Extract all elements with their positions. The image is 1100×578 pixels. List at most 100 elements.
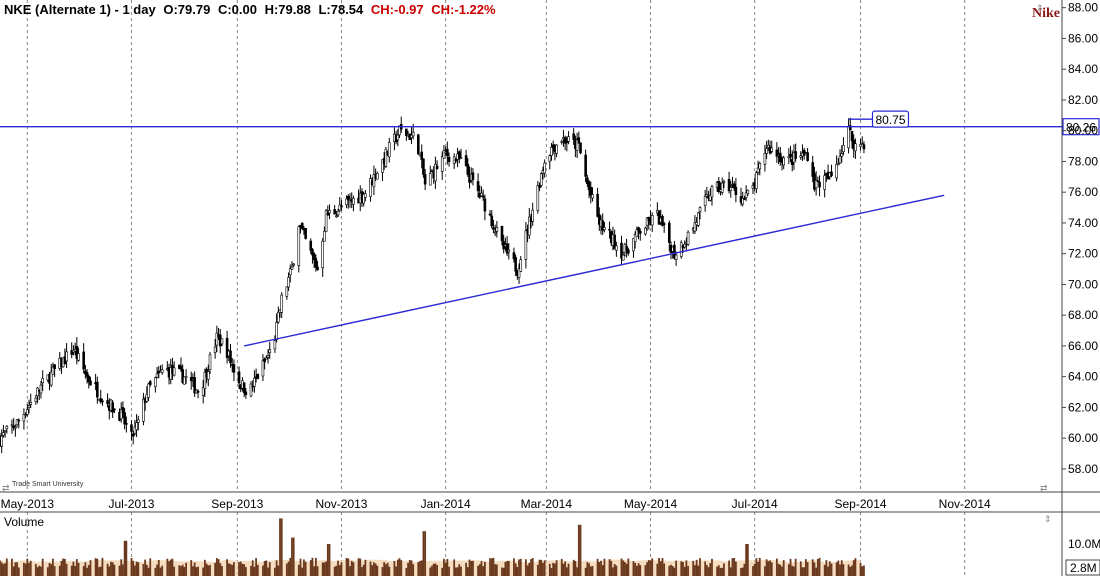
volume-bar [564,561,567,576]
volume-bar [441,567,444,576]
candle-body [273,340,277,350]
volume-bar [514,563,517,576]
candle-body [591,194,594,199]
volume-bar [434,563,437,576]
candle-body [39,384,43,394]
candle-body [615,245,618,251]
candle-body [135,422,138,430]
volume-bar [482,566,485,576]
volume-bar [530,559,532,576]
volume-bar [352,562,355,576]
volume-bar [675,560,678,576]
candle-body [620,242,623,259]
volume-bar [719,567,722,576]
candle-body [121,407,125,413]
volume-bar [195,567,198,576]
volume-bar [289,557,292,576]
volume-bar [620,558,623,576]
volume-bar [217,559,220,576]
volume-bar [159,567,162,576]
volume-bar [178,565,181,576]
volume-bar [755,558,758,576]
candle-body [130,424,133,432]
volume-bar [229,564,232,576]
volume-bar [280,518,283,576]
candle-body [811,162,815,177]
volume-bar [267,567,269,576]
volume-bar [412,564,415,576]
candle-body [29,401,33,405]
candle-body [686,231,690,245]
volume-bar [268,562,271,576]
volume-bar [632,561,635,576]
candle-body [36,387,39,397]
volume-bar [65,563,68,576]
candle-body [154,377,157,388]
candle-body [483,198,487,212]
candle-body [51,366,55,375]
volume-bar [454,567,457,576]
candle-body [136,419,140,423]
volume-bar [86,567,88,576]
candle-body [644,227,647,235]
volume-bar [589,566,592,576]
volume-bar [231,564,234,576]
candle-body [314,258,318,268]
scroll-left-icon[interactable]: ⇄ [2,483,10,493]
candle-body [300,222,304,229]
volume-bar [494,564,497,576]
candle-body [328,210,331,214]
volume-bar [538,559,541,576]
volume-bar [723,563,725,576]
volume-bar [746,544,749,576]
volume-bar [46,567,49,576]
volume-bar [376,565,379,576]
candle-body [625,245,628,251]
candle-body [531,209,535,222]
candle-body [632,238,635,252]
candle-body [207,371,210,380]
volume-bar [369,561,372,576]
expand-panel-icon[interactable]: ⇕ [1036,3,1044,13]
volume-bar [673,567,676,576]
volume-bar [603,558,606,576]
volume-bar [651,558,654,576]
candle-body [287,277,290,288]
volume-bar [4,563,7,576]
candle-body [323,230,326,242]
candle-body [621,254,625,261]
volume-panel-icon[interactable]: ⇕ [1044,514,1052,524]
x-tick-label: Sep-2013 [211,497,263,511]
volume-bar [513,558,515,576]
candle-body [111,402,114,413]
volume-bar [608,559,611,576]
volume-bar [448,566,450,576]
volume-bar [661,558,664,576]
candle-body [316,266,319,271]
candle-body [142,398,145,422]
volume-bar [484,561,486,576]
grid-lines [26,0,966,576]
volume-bar [226,559,228,576]
candle-body [693,222,697,232]
candle-body [5,425,9,430]
candle-body [82,351,85,370]
volume-bar [383,562,386,576]
volume-bar [646,562,649,576]
volume-bar [36,567,39,576]
candle-body [633,234,637,242]
volume-bar [818,557,821,576]
chart-header: NKE (Alternate 1) - 1 day O:79.79 C:0.00… [4,2,496,17]
volume-bar [837,560,840,576]
scroll-right-icon[interactable]: ⇄ [1040,483,1048,493]
volume-bar [460,566,462,576]
volume-bar [598,562,601,576]
candle-body [464,155,468,166]
volume-bar [465,562,468,576]
volume-bar [565,567,568,576]
volume-bar [34,563,37,576]
high-value: H:79.88 [264,2,311,17]
volume-bar [0,562,3,576]
volume-bar [492,557,495,576]
volume-bar [5,558,8,576]
